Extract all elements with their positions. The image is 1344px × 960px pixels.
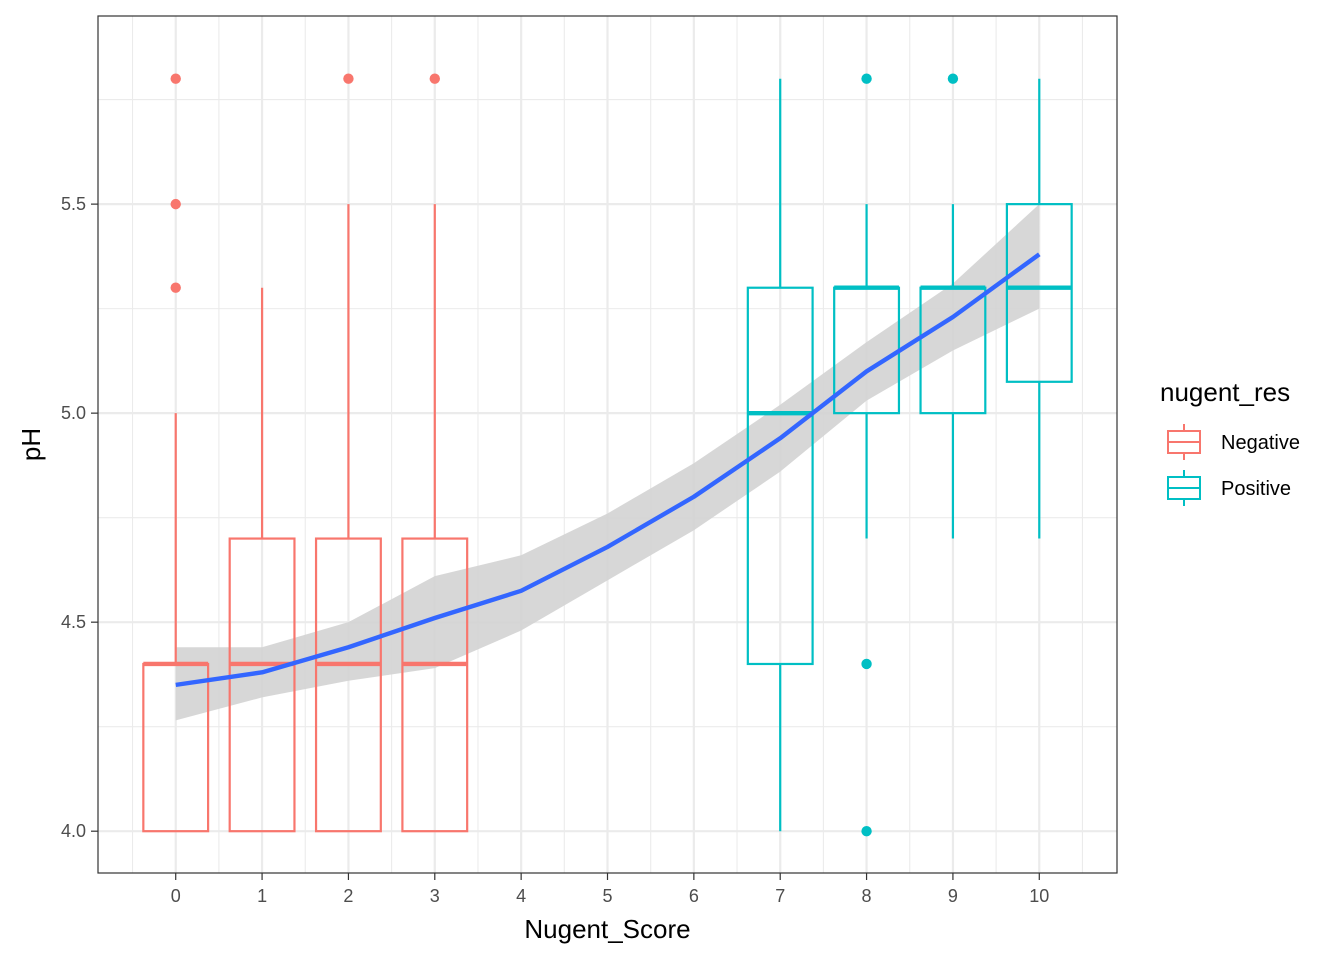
smooth-trend-line	[175, 252, 1041, 688]
box-iqr	[401, 537, 469, 833]
legend-title: nugent_res	[1160, 377, 1290, 407]
x-tick-label: 9	[948, 886, 958, 906]
legend-key-negative	[1167, 424, 1201, 460]
x-tick-label: 10	[1029, 886, 1049, 906]
x-tick-label: 0	[171, 886, 181, 906]
outlier-point	[170, 73, 181, 84]
x-axis-title: Nugent_Score	[524, 914, 690, 944]
x-tick-label: 8	[862, 886, 872, 906]
x-tick-label: 7	[775, 886, 785, 906]
y-tick-label: 5.5	[61, 194, 86, 214]
box-9	[919, 73, 987, 539]
grid-lines	[98, 16, 1117, 873]
box-3	[401, 73, 469, 833]
box-iqr	[314, 537, 382, 833]
legend	[1167, 424, 1201, 506]
box-iqr	[228, 537, 296, 833]
x-tick-label: 1	[257, 886, 267, 906]
outlier-point	[429, 73, 440, 84]
box-0	[142, 73, 210, 833]
outlier-point	[170, 282, 181, 293]
outlier-point	[861, 658, 872, 670]
y-tick-label: 4.0	[61, 821, 86, 841]
box-7	[746, 78, 814, 832]
legend-key-positive	[1167, 470, 1201, 506]
outlier-point	[861, 73, 872, 84]
x-tick-label: 2	[343, 886, 353, 906]
x-tick-label: 6	[689, 886, 699, 906]
x-tick-label: 4	[516, 886, 526, 906]
outlier-point	[170, 198, 181, 210]
y-tick-label: 5.0	[61, 403, 86, 423]
y-axis-title: pH	[16, 428, 46, 461]
box-10	[1005, 78, 1073, 539]
outlier-point	[861, 825, 872, 837]
legend-label-negative: Negative	[1221, 432, 1300, 454]
x-tick-label: 5	[602, 886, 612, 906]
y-tick-label: 4.5	[61, 612, 86, 632]
box-iqr	[746, 286, 814, 666]
outlier-point	[947, 73, 959, 84]
box-2	[314, 73, 382, 833]
legend-label-positive: Positive	[1221, 478, 1291, 500]
outlier-point	[343, 73, 354, 84]
box-8	[833, 73, 901, 837]
x-tick-label: 3	[430, 886, 440, 906]
smooth-confidence-band	[175, 204, 1040, 721]
box-iqr	[1005, 203, 1073, 383]
